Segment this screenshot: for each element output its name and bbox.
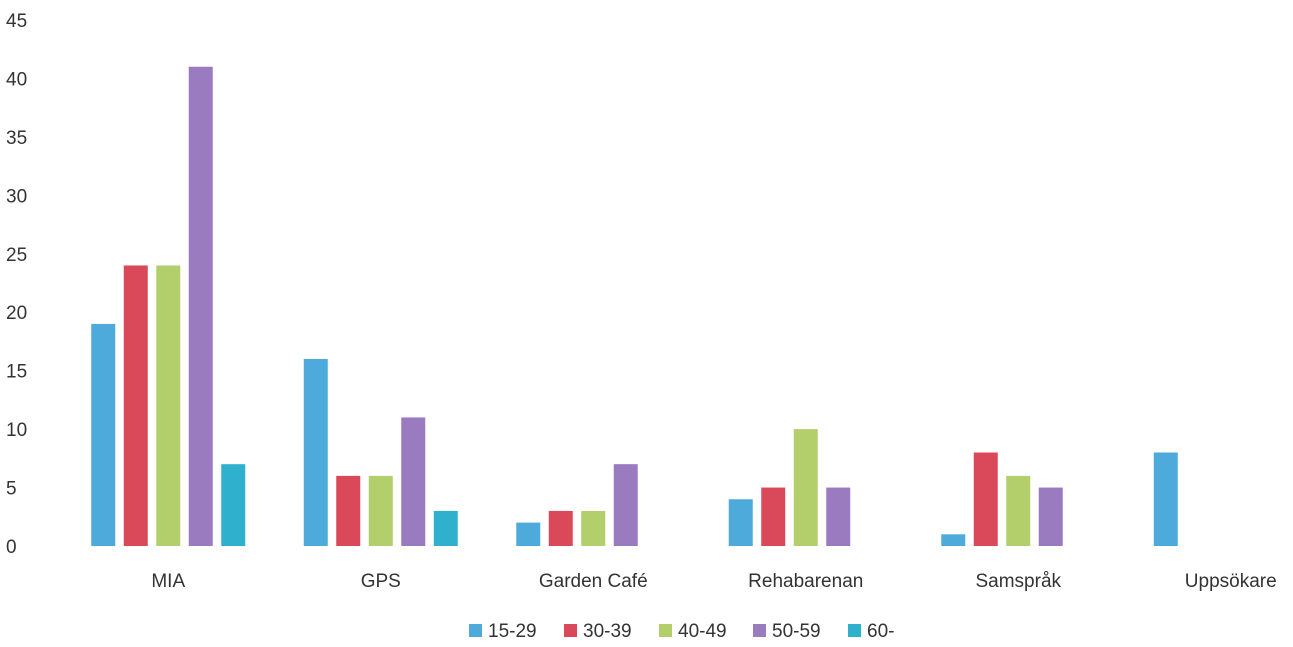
bar	[1153, 452, 1178, 546]
legend-swatch	[659, 624, 672, 637]
y-tick-label: 10	[6, 420, 27, 441]
bar	[156, 265, 181, 546]
bar	[368, 475, 393, 546]
bar	[548, 510, 573, 546]
bar	[793, 429, 818, 546]
bar	[761, 487, 786, 546]
bar	[91, 323, 116, 546]
y-tick-label: 0	[6, 537, 17, 558]
bar	[941, 534, 966, 546]
bar	[1006, 475, 1031, 546]
bar	[973, 452, 998, 546]
x-category-label: Samspråk	[975, 571, 1061, 592]
y-tick-label: 20	[6, 303, 27, 324]
x-category-label: MIA	[151, 571, 185, 592]
bar	[336, 475, 361, 546]
legend-label: 30-39	[583, 621, 632, 642]
y-tick-label: 15	[6, 362, 27, 383]
legend-swatch	[564, 624, 577, 637]
x-category-label: GPS	[361, 571, 401, 592]
legend-swatch	[753, 624, 766, 637]
legend: 15-29 30-39 40-49 50-59 60-	[469, 621, 894, 642]
legend-label: 50-59	[772, 621, 821, 642]
x-category-label: Uppsökare	[1185, 571, 1277, 592]
y-tick-label: 40	[6, 69, 27, 90]
y-tick-label: 45	[6, 11, 27, 32]
bar	[123, 265, 148, 546]
bar	[516, 522, 541, 546]
legend-label: 15-29	[488, 621, 537, 642]
legend-label: 40-49	[678, 621, 727, 642]
bar	[1038, 487, 1063, 546]
x-axis-labels: MIA GPS Garden Café Rehabarenan Samspråk Upps…	[151, 571, 1276, 592]
x-category-label: Rehabarenan	[748, 571, 863, 592]
bar	[188, 66, 213, 546]
legend-label: 60-	[867, 621, 894, 642]
bar	[221, 464, 246, 546]
bar	[401, 417, 426, 546]
y-tick-label: 25	[6, 245, 27, 266]
legend-swatch	[848, 624, 861, 637]
bar	[303, 358, 328, 546]
bar	[826, 487, 851, 546]
y-tick-label: 35	[6, 128, 27, 149]
y-axis-ticks: 0 5 10 15 20 25 30 35 40 45	[6, 11, 27, 558]
bar	[581, 510, 606, 546]
x-category-label: Garden Café	[539, 571, 648, 592]
legend-swatch	[469, 624, 482, 637]
bar	[433, 510, 458, 546]
bars	[91, 66, 1178, 546]
bar	[728, 499, 753, 546]
bar	[613, 464, 638, 546]
y-tick-label: 5	[6, 479, 17, 500]
y-tick-label: 30	[6, 186, 27, 207]
